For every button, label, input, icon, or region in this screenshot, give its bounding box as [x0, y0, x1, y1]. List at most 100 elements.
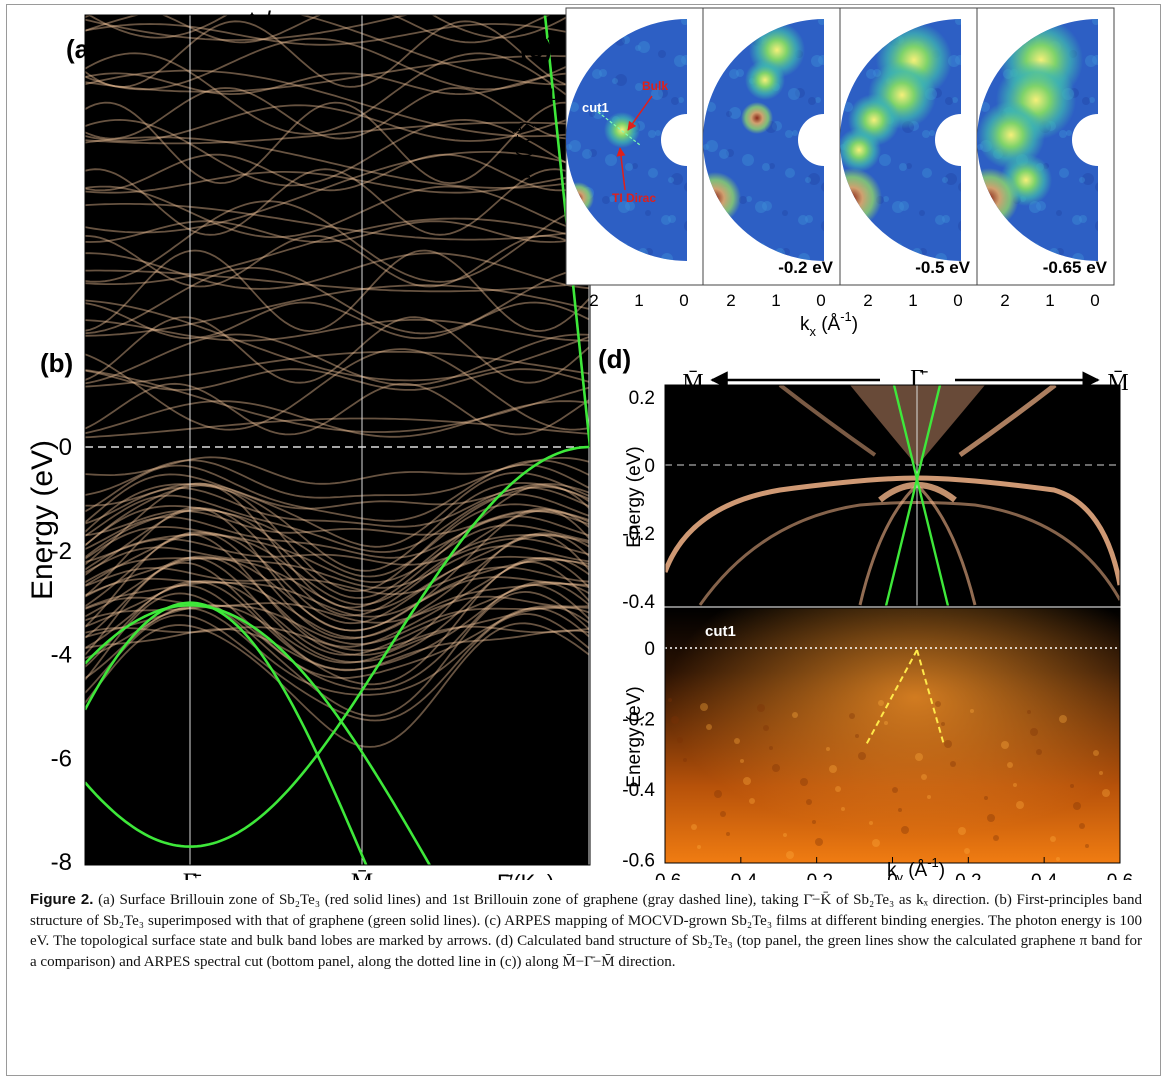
y-tick-label: -2 — [51, 538, 72, 565]
sb2te3-band — [85, 267, 590, 335]
sb2te3-band — [85, 482, 590, 572]
map-noise — [935, 253, 947, 261]
arpes-noise — [757, 704, 765, 712]
arpes-noise — [683, 758, 687, 762]
sb2te3-band — [85, 537, 590, 566]
figure-frame — [6, 4, 1161, 1076]
map-noise — [726, 149, 734, 157]
arpes-noise — [815, 838, 823, 846]
sb2te3-band — [85, 604, 590, 645]
arpes-noise — [806, 799, 812, 805]
arpes-noise — [740, 759, 744, 763]
x-tick-label: 0 — [953, 291, 962, 310]
map-noise — [788, 88, 800, 100]
x-axis-title-part: x — [810, 324, 817, 339]
map-noise — [612, 78, 618, 84]
x-tick-label: Γ̄′(KG) — [497, 870, 554, 880]
sb2te3-band — [85, 118, 590, 187]
map-noise — [1089, 97, 1095, 103]
y-tick-label: 0 — [644, 639, 655, 660]
sb2te3-band — [85, 318, 590, 342]
map-noise — [635, 83, 643, 91]
map-noise — [658, 88, 668, 98]
arpes-noise — [855, 734, 859, 738]
map-noise — [645, 248, 653, 256]
map-noise — [942, 215, 950, 223]
y-axis-title-part: y — [524, 163, 539, 170]
map-noise — [808, 97, 816, 105]
map-noise — [1082, 97, 1090, 105]
map-noise — [769, 163, 775, 169]
sb2te3-band — [85, 545, 590, 589]
arpes-noise — [691, 824, 697, 830]
sb2te3-band — [85, 369, 590, 433]
x-tick-label: -0.2 — [800, 871, 833, 880]
sb2te3-band — [85, 15, 590, 86]
map-intensity — [977, 19, 1098, 261]
map-noise — [798, 253, 810, 261]
map-noise — [661, 215, 671, 225]
sb2te3-band — [85, 234, 590, 288]
sb2te3-band — [85, 400, 590, 438]
map-noise — [980, 102, 990, 112]
y-tick-label: -1 — [541, 189, 556, 208]
caption-label: Figure 2. — [30, 891, 94, 908]
map-noise — [658, 50, 666, 58]
map-noise — [566, 144, 572, 150]
sb2te3-band — [85, 459, 590, 499]
sb2te3-band — [85, 604, 590, 664]
map-noise — [929, 130, 935, 136]
map-noise — [719, 149, 729, 159]
arpes-noise — [734, 738, 740, 744]
arpes-noise — [1085, 844, 1089, 848]
map-noise — [605, 154, 617, 166]
sb2te3-band — [85, 463, 590, 522]
map-noise — [668, 215, 676, 223]
map-arrow — [627, 95, 653, 131]
arpes-noise — [1099, 771, 1103, 775]
sb2te3-band — [85, 532, 590, 625]
arpes-noise — [987, 814, 995, 822]
arpes-noise — [706, 724, 712, 730]
sb2te3-band — [87, 15, 573, 39]
map-noise — [919, 210, 925, 216]
y-tick-label: -6 — [51, 745, 72, 772]
y-tick-label: 0.2 — [629, 388, 655, 409]
sb2te3-band — [85, 509, 590, 599]
arpes-noise — [915, 753, 923, 761]
sb2te3-band — [85, 220, 590, 243]
band-lines — [85, 15, 590, 748]
arpes-noise — [872, 839, 880, 847]
sb2te3-band — [85, 556, 590, 663]
x-tick-label: 0.6 — [1107, 871, 1133, 880]
sb2te3-band — [85, 316, 590, 384]
arpes-noise — [1093, 750, 1099, 756]
y-tick-label: -0.4 — [622, 780, 655, 801]
map-blob — [745, 60, 785, 100]
arpes-noise — [1102, 789, 1110, 797]
arpes-noise — [763, 725, 769, 731]
x-tick-label: 0.2 — [955, 871, 981, 880]
map-noise — [703, 144, 709, 150]
map-noise — [818, 55, 824, 65]
sb2te3-band — [85, 333, 590, 386]
sb2te3-band — [85, 168, 590, 236]
map-noise — [645, 210, 651, 216]
y-tick-label: -0.2 — [622, 710, 655, 731]
map-noise — [661, 253, 673, 261]
map-noise — [681, 55, 687, 65]
map-noise — [569, 140, 581, 152]
x-tick-label: M̄ — [351, 869, 373, 880]
sb2te3-band — [85, 533, 590, 657]
graphene-band — [85, 601, 368, 865]
map-noise — [922, 168, 932, 178]
arpes-noise — [668, 698, 672, 702]
arpes-noise — [1013, 783, 1017, 787]
arpes-noise — [829, 765, 837, 773]
map-noise — [1092, 55, 1098, 65]
arpes-noise — [950, 761, 956, 767]
map-noise — [589, 149, 597, 157]
map-blob — [977, 101, 1045, 169]
map-noise — [592, 107, 604, 119]
